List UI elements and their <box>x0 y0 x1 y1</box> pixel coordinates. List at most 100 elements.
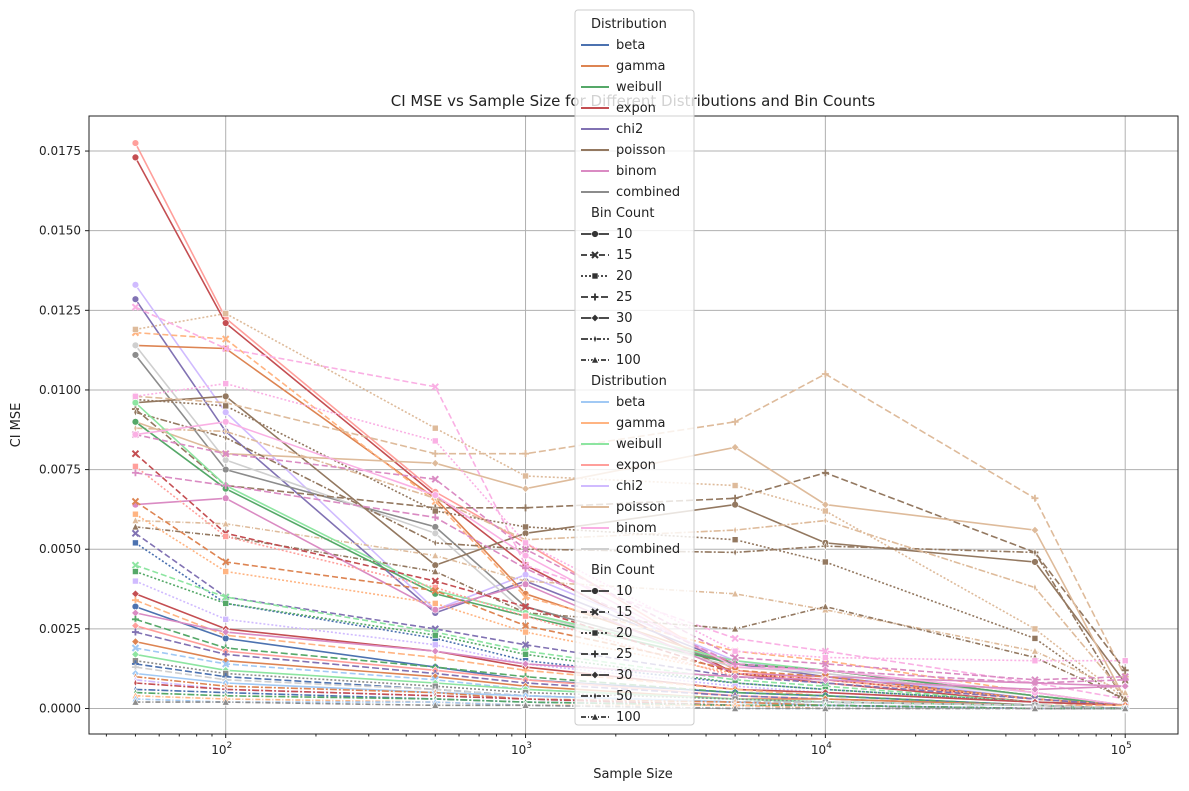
data-point <box>131 697 140 706</box>
data-point <box>521 580 530 588</box>
data-point <box>593 691 597 701</box>
data-point <box>821 675 830 685</box>
data-point <box>222 380 230 387</box>
data-point <box>431 450 439 458</box>
data-point <box>431 567 440 575</box>
data-point <box>131 628 139 636</box>
legend-item-bins-15: 15 <box>616 605 633 620</box>
data-point <box>131 341 140 350</box>
data-point <box>522 472 529 480</box>
x-tick-exponent: 4 <box>826 741 832 751</box>
data-point <box>821 666 829 674</box>
data-point <box>431 606 439 614</box>
data-point <box>521 700 530 709</box>
y-tick-label: 0.0050 <box>39 542 81 556</box>
data-point <box>730 672 740 681</box>
data-point <box>131 522 140 531</box>
data-point <box>132 463 139 470</box>
legend-item-bins-20: 20 <box>616 626 633 641</box>
data-point <box>591 650 599 658</box>
data-point <box>431 383 439 391</box>
legend-item-bins-30: 30 <box>616 668 633 683</box>
x-tick-base: 10 <box>811 743 826 757</box>
data-point <box>1121 666 1129 674</box>
legend-heading: Distribution <box>591 17 667 32</box>
data-point <box>731 482 739 489</box>
data-point <box>821 647 830 655</box>
data-point <box>521 659 530 669</box>
series-line <box>135 427 1126 697</box>
data-point <box>431 586 439 595</box>
data-point <box>221 697 230 706</box>
data-point <box>821 602 830 610</box>
data-point <box>431 523 439 531</box>
data-point <box>222 392 230 401</box>
data-point <box>1033 547 1037 558</box>
x-tick-base: 10 <box>1111 743 1126 757</box>
data-point <box>821 500 830 509</box>
data-point <box>221 449 230 458</box>
data-point <box>131 295 140 303</box>
data-point <box>731 418 739 426</box>
data-point <box>823 515 828 526</box>
legend: Distribution beta gamma weibull expon chi2 poi… <box>574 9 695 726</box>
legend-item-chi2: chi2 <box>616 122 643 137</box>
legend-item-beta: beta <box>616 395 645 410</box>
data-point <box>131 497 140 506</box>
data-point <box>221 627 230 637</box>
data-point <box>822 654 829 661</box>
legend-item-bins-30: 30 <box>616 311 633 326</box>
data-point <box>1120 681 1130 691</box>
data-point <box>222 408 230 416</box>
data-point <box>731 624 740 633</box>
legend-item-binom: binom <box>616 521 657 536</box>
legend-item-beta: beta <box>616 38 645 53</box>
legend-item-bins-50: 50 <box>616 689 633 704</box>
legend-heading: Bin Count <box>591 206 655 221</box>
data-point <box>131 469 139 477</box>
data-point <box>730 443 740 452</box>
data-point <box>431 424 439 432</box>
data-point <box>590 670 600 680</box>
series-line <box>134 542 1126 707</box>
data-point <box>223 432 228 443</box>
data-point <box>521 484 530 493</box>
data-point <box>431 646 440 656</box>
x-tick-exponent: 2 <box>226 741 232 751</box>
legend-heading: Distribution <box>591 374 667 389</box>
data-point <box>1121 704 1130 712</box>
data-point <box>591 355 599 364</box>
data-point <box>522 539 529 547</box>
data-point <box>822 558 829 566</box>
legend-item-poisson: poisson <box>616 143 666 158</box>
data-point <box>522 612 529 620</box>
data-point <box>823 541 828 551</box>
data-point <box>222 310 230 317</box>
axis-ticks: 0.0000 0.0025 0.0050 0.0075 0.0100 0.0125 0.01… <box>39 144 1132 757</box>
data-point <box>131 418 140 426</box>
series-line <box>135 382 1126 662</box>
data-point <box>593 334 597 344</box>
data-point <box>1030 704 1039 712</box>
data-point <box>1033 582 1037 593</box>
data-point <box>131 281 140 289</box>
data-point <box>221 660 230 668</box>
data-point <box>1030 685 1040 694</box>
data-point <box>731 536 739 543</box>
data-point <box>431 631 439 639</box>
data-point <box>132 393 139 400</box>
legend-item-expon: expon <box>616 101 656 116</box>
legend-item-bins-25: 25 <box>616 647 633 662</box>
data-point <box>591 230 599 238</box>
data-point <box>223 426 228 437</box>
legend-item-combined: combined <box>616 542 680 557</box>
data-point <box>222 494 230 502</box>
legend-item-bins-20: 20 <box>616 269 633 284</box>
data-point <box>131 430 140 439</box>
data-point <box>431 513 439 521</box>
legend-item-bins-10: 10 <box>616 227 633 242</box>
data-point <box>731 647 739 655</box>
y-tick-label: 0.0075 <box>39 463 81 477</box>
data-point <box>590 313 600 323</box>
